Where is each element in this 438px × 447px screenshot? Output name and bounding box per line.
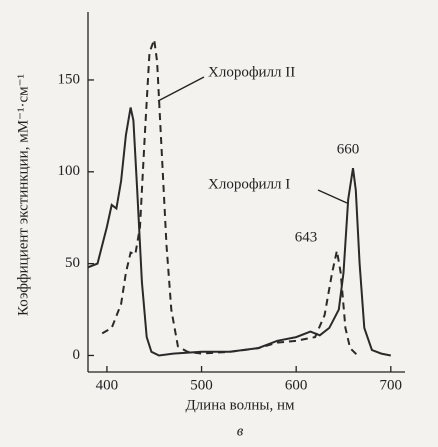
y-tick-label: 50 xyxy=(65,255,80,271)
series-line xyxy=(87,107,391,357)
annotation: 660 xyxy=(337,141,360,157)
x-tick-label: 700 xyxy=(380,377,403,393)
y-axis-label: Коэффициент экстинкции, мМ⁻¹·см⁻¹ xyxy=(15,74,31,316)
leader-line xyxy=(317,189,348,204)
y-tick-label: 0 xyxy=(73,347,81,363)
y-tick-label: 150 xyxy=(58,71,81,87)
annotation: Хлорофилл II xyxy=(208,64,295,80)
x-axis-label: Длина волны, нм xyxy=(185,397,295,413)
leader-line xyxy=(157,76,205,102)
caption: в xyxy=(237,423,244,439)
series-line xyxy=(101,39,359,357)
x-tick-label: 600 xyxy=(285,377,308,393)
annotation: 643 xyxy=(295,229,318,245)
x-tick-label: 400 xyxy=(96,377,119,393)
y-tick-label: 100 xyxy=(58,163,81,179)
annotation: Хлорофилл I xyxy=(208,176,290,192)
x-tick-label: 500 xyxy=(190,377,213,393)
